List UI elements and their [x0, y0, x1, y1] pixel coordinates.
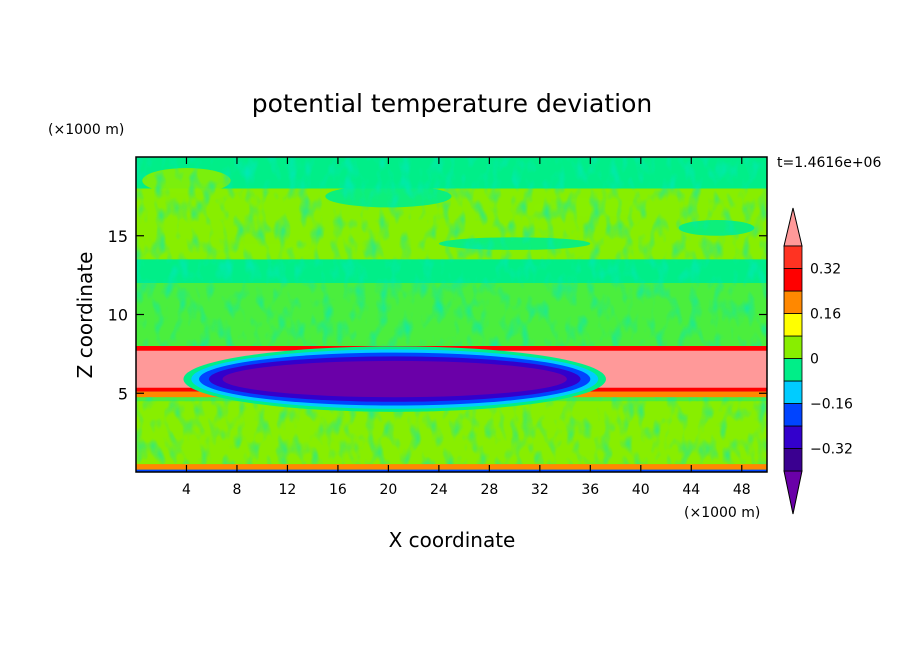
x-tick-label: 32: [531, 482, 549, 498]
x-tick-label: 16: [329, 482, 347, 498]
y-axis: 5 10 15: [108, 227, 767, 403]
field-bottom-stripe: [136, 464, 767, 470]
x-axis: 4 8 12 16 20 24 28 32 36 40 44 48: [182, 157, 751, 498]
x-tick-label: 40: [632, 482, 650, 498]
field-bottom-edge: [136, 469, 767, 472]
time-label: t=1.4616e+06: [777, 155, 881, 171]
colorbar-segment: [783, 268, 803, 292]
colorbar-label: −0.32: [810, 442, 853, 458]
colorbar-segment: [783, 403, 803, 427]
y-tick-label: 10: [108, 306, 128, 325]
colorbar-extend-max: [783, 207, 803, 247]
y-unit-label: (×1000 m): [48, 122, 124, 138]
colorbar-segment: [783, 425, 803, 449]
x-tick-label: 28: [480, 482, 498, 498]
y-tick-label: 5: [118, 384, 128, 403]
x-unit-label: (×1000 m): [684, 505, 760, 521]
chart-title: potential temperature deviation: [252, 89, 652, 118]
y-axis-label: Z coordinate: [73, 252, 97, 379]
colorbar-extend-min: [783, 470, 803, 515]
colorbar-label: 0.16: [810, 307, 841, 323]
colorbar-label: 0.32: [810, 262, 841, 278]
x-tick-label: 36: [581, 482, 599, 498]
x-tick-label: 4: [182, 482, 191, 498]
x-tick-label: 20: [379, 482, 397, 498]
x-tick-label: 8: [232, 482, 241, 498]
colorbar-segment: [783, 358, 803, 382]
x-tick-label: 48: [733, 482, 751, 498]
x-tick-label: 24: [430, 482, 448, 498]
colorbar: 0.32 0.16 0 −0.16 −0.32: [783, 207, 853, 515]
colorbar-label: 0: [810, 352, 819, 368]
cold-pool-contour: [222, 360, 567, 398]
y-tick-label: 15: [108, 227, 128, 246]
colorbar-segment: [783, 380, 803, 404]
colorbar-segment: [783, 448, 803, 472]
colorbar-segment: [783, 335, 803, 359]
field-turbulence: [136, 157, 767, 472]
x-tick-label: 12: [279, 482, 297, 498]
colorbar-segment: [783, 313, 803, 337]
x-axis-label: X coordinate: [389, 528, 516, 552]
colorbar-segment: [783, 290, 803, 314]
colorbar-label: −0.16: [810, 397, 853, 413]
x-tick-label: 44: [682, 482, 700, 498]
colorbar-segment: [783, 245, 803, 269]
plot-area: [136, 157, 767, 472]
